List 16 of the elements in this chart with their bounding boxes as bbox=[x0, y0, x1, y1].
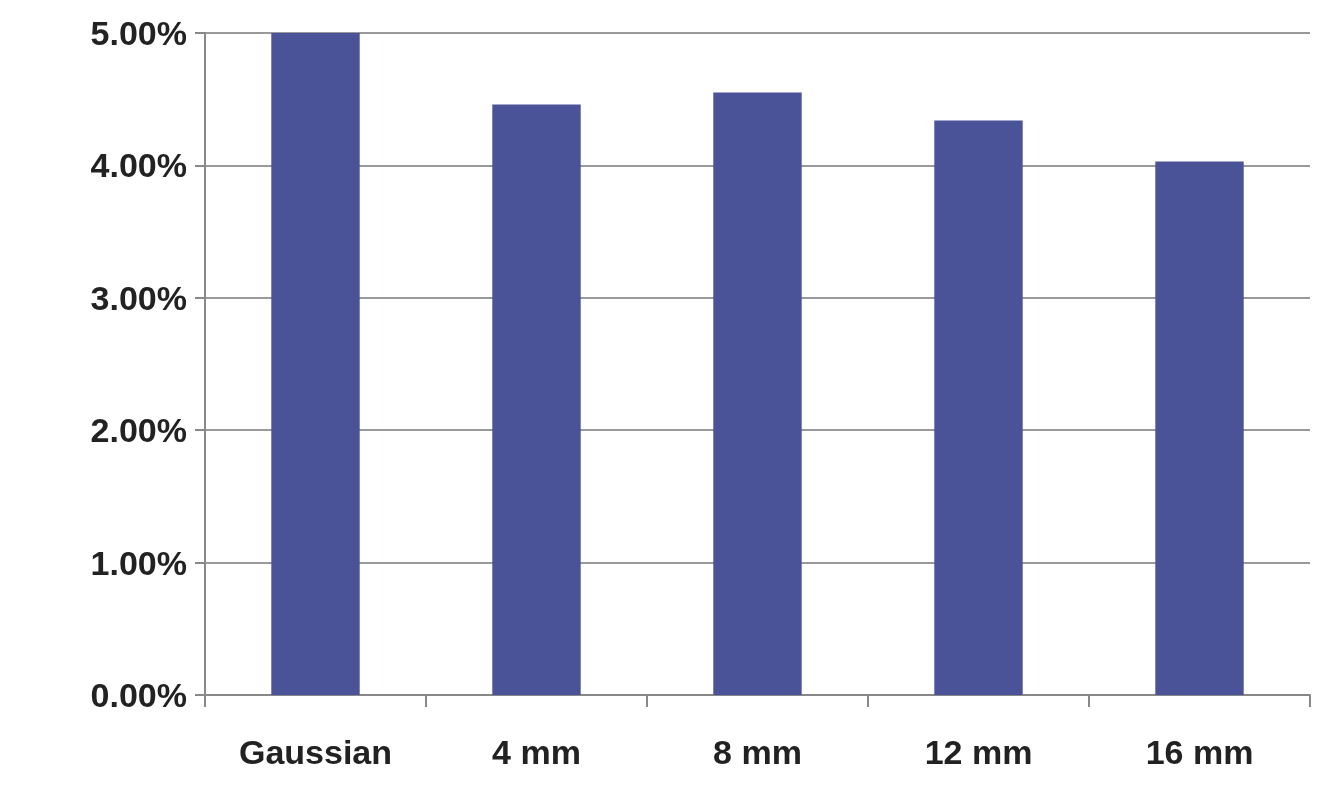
x-tick-label: 8 mm bbox=[713, 733, 802, 771]
x-tick-label: 4 mm bbox=[492, 733, 581, 771]
x-tick-label: Gaussian bbox=[238, 733, 393, 771]
bar bbox=[1155, 161, 1244, 695]
bar bbox=[271, 33, 360, 695]
x-tick-label: 16 mm bbox=[1145, 733, 1254, 771]
bar bbox=[713, 92, 802, 695]
bar bbox=[492, 104, 581, 695]
y-tick-label: 0.00% bbox=[90, 676, 187, 714]
y-tick-label: 4.00% bbox=[90, 146, 187, 185]
y-tick-label: 3.00% bbox=[90, 278, 187, 317]
y-tick-label: 5.00% bbox=[90, 14, 187, 52]
bar bbox=[934, 120, 1023, 695]
y-tick-label: 2.00% bbox=[90, 411, 187, 450]
x-tick-label: 12 mm bbox=[924, 733, 1033, 771]
y-tick-label: 1.00% bbox=[90, 543, 187, 582]
